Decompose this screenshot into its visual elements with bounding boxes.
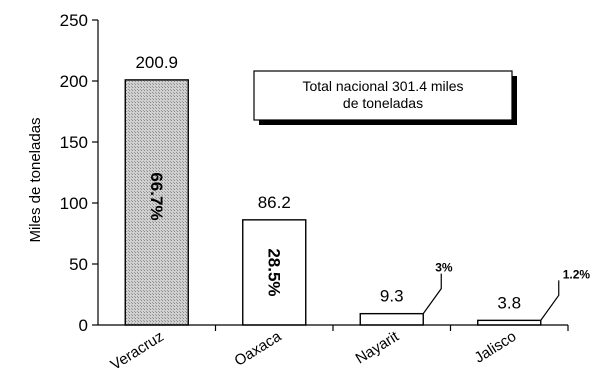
annotation-frame (253, 70, 513, 121)
y-axis-title: Miles de toneladas (27, 117, 44, 242)
y-tick-label: 0 (79, 316, 88, 335)
x-tick-label: Nayarit (353, 328, 403, 368)
annotation-line-2: de toneladas (343, 95, 423, 111)
value-label: 9.3 (380, 287, 404, 306)
share-label: 3% (435, 261, 453, 275)
y-tick-label: 100 (60, 194, 88, 213)
bar-jalisco (477, 319, 542, 326)
bar-oaxaca (242, 219, 307, 326)
y-tick-label: 150 (60, 133, 88, 152)
share-leader-line (540, 280, 560, 321)
bar-nayarit (359, 312, 424, 326)
value-label: 200.9 (135, 53, 178, 72)
y-tick-label: 50 (69, 255, 88, 274)
value-label: 86.2 (258, 193, 291, 212)
x-tick-label: Jalisco (471, 328, 519, 367)
y-tick-label: 250 (60, 11, 88, 30)
bars-group: 200.9 66.7% 86.2 28.5% 9.3 3% 3.8 1.2% (124, 53, 591, 326)
x-tick-label: Oaxaca (232, 328, 285, 370)
share-label: 66.7% (147, 172, 166, 220)
bar-veracruz (124, 79, 189, 326)
share-label: 28.5% (264, 248, 283, 296)
annotation-line-1: Total nacional 301.4 miles (302, 78, 463, 94)
share-leader-line (422, 273, 442, 315)
annotation-box: Total nacional 301.4 miles de toneladas (253, 70, 517, 125)
value-label: 3.8 (497, 293, 521, 312)
y-tick-label: 200 (60, 72, 88, 91)
share-label: 1.2% (563, 267, 591, 281)
x-tick-label: Veracruz (108, 328, 167, 374)
